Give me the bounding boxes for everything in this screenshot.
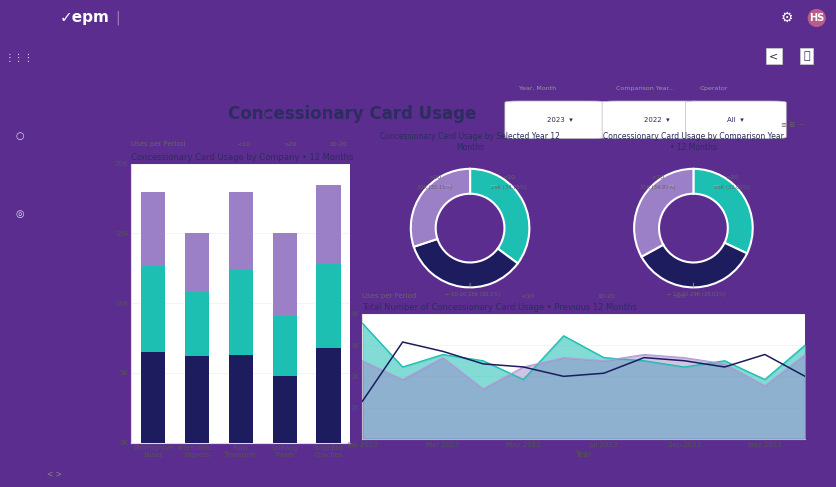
- FancyBboxPatch shape: [504, 101, 605, 138]
- Bar: [140, 265, 165, 352]
- Text: 31K (34.97%): 31K (34.97%): [640, 185, 675, 190]
- Title: Concessionary Card Usage by Selected Year 12
Months: Concessionary Card Usage by Selected Yea…: [380, 132, 559, 152]
- Bar: [273, 233, 296, 316]
- Text: >20: >20: [671, 294, 685, 299]
- Wedge shape: [640, 243, 747, 287]
- Text: E: E: [276, 470, 281, 479]
- Text: <10: <10: [521, 294, 534, 299]
- Text: Transport: Transport: [189, 96, 242, 106]
- Text: ⌂  Insights  →  Transport Authorities: ⌂ Insights → Transport Authorities: [51, 52, 234, 60]
- Bar: [316, 185, 340, 264]
- FancyBboxPatch shape: [685, 101, 785, 138]
- Bar: [185, 292, 209, 356]
- Text: Concessionary Card Usage by Company • 12 Months: Concessionary Card Usage by Company • 12…: [131, 152, 353, 162]
- Text: Authority: Authority: [189, 122, 241, 132]
- Text: 10-20: 10-20: [596, 294, 614, 299]
- Bar: [140, 352, 165, 443]
- Text: A: A: [84, 470, 90, 479]
- Text: >20: >20: [725, 175, 737, 181]
- Text: Operator: Operator: [699, 86, 727, 91]
- Text: HS: HS: [808, 13, 823, 23]
- Wedge shape: [470, 169, 528, 263]
- Bar: [140, 192, 165, 265]
- Text: B: B: [132, 470, 138, 479]
- Text: 2023  ▾: 2023 ▾: [546, 117, 572, 123]
- Text: All  ▾: All ▾: [726, 117, 743, 123]
- Text: F: F: [324, 470, 329, 479]
- Text: ≡ ⊞ ···: ≡ ⊞ ···: [781, 122, 803, 128]
- Wedge shape: [692, 169, 752, 253]
- Title: Concessionary Card Usage by Comparison Year
• 12 Months: Concessionary Card Usage by Comparison Y…: [602, 132, 783, 152]
- Bar: [228, 270, 252, 355]
- Text: ⋮⋮⋮: ⋮⋮⋮: [5, 54, 34, 63]
- Text: 10-20: 10-20: [329, 142, 347, 147]
- Text: Year, Month: Year, Month: [518, 86, 555, 91]
- Text: Comparison Year...: Comparison Year...: [615, 86, 674, 91]
- Text: 30K (35.15%): 30K (35.15%): [416, 185, 451, 190]
- Bar: [228, 355, 252, 443]
- Bar: [185, 233, 209, 292]
- Wedge shape: [413, 239, 517, 287]
- Text: >20: >20: [283, 142, 296, 147]
- Wedge shape: [634, 169, 692, 257]
- Bar: [228, 192, 252, 270]
- Text: < >: < >: [48, 470, 62, 479]
- Wedge shape: [410, 169, 470, 247]
- Text: 2022  ▾: 2022 ▾: [643, 117, 669, 123]
- Text: C: C: [180, 470, 186, 479]
- Text: Concessionary Card Usage: Concessionary Card Usage: [227, 105, 476, 123]
- Bar: [273, 316, 296, 375]
- Text: ⚙: ⚙: [780, 11, 793, 25]
- Text: ← 10-20 25K (30.1%): ← 10-20 25K (30.1%): [445, 292, 500, 297]
- Text: D: D: [227, 470, 234, 479]
- Text: 29K (34.75%): 29K (34.75%): [490, 185, 526, 190]
- Text: <: <: [768, 51, 777, 61]
- Bar: [273, 375, 296, 443]
- Text: ◎: ◎: [15, 209, 24, 219]
- Text: |: |: [115, 11, 120, 25]
- Text: <10: <10: [650, 175, 664, 181]
- Text: >20: >20: [427, 175, 441, 181]
- Bar: [185, 356, 209, 443]
- Text: ○: ○: [15, 131, 24, 141]
- Text: ← 10-20 29K (33.01%): ← 10-20 29K (33.01%): [666, 292, 725, 297]
- Text: ✓epm: ✓epm: [59, 10, 109, 25]
- Text: 28K (32.01%): 28K (32.01%): [713, 185, 749, 190]
- FancyBboxPatch shape: [601, 101, 702, 138]
- Text: <10: <10: [502, 175, 514, 181]
- Text: Uses per Period: Uses per Period: [131, 141, 185, 147]
- Text: Total Number of Concessionary Card Usage • Previous 12 Months: Total Number of Concessionary Card Usage…: [362, 303, 636, 312]
- Text: ⧉: ⧉: [803, 51, 809, 61]
- Text: <10: <10: [237, 142, 250, 147]
- Bar: [316, 264, 340, 348]
- Text: Uses per Period: Uses per Period: [362, 294, 416, 300]
- X-axis label: Year: Year: [575, 450, 591, 459]
- Bar: [316, 348, 340, 443]
